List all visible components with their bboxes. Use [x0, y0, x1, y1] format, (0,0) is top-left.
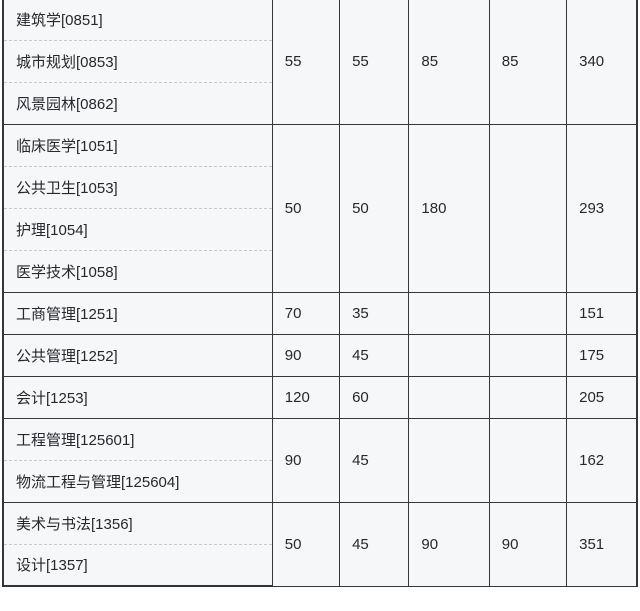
score-cell: 60: [339, 376, 410, 419]
table-row: 医学技术[1058]: [2, 250, 637, 293]
table-row: 工程管理[125601] 90 45 162: [2, 418, 638, 503]
score-cell: [488, 124, 568, 293]
table-row: 公共卫生[1053]: [2, 166, 637, 209]
score-cell: 85: [408, 0, 490, 125]
score-cell: 180: [408, 124, 490, 293]
subject-cell: 医学技术[1058]: [2, 250, 273, 293]
subject-cell: 城市规划[0853]: [2, 40, 273, 83]
score-cell: [408, 376, 490, 419]
score-cell: 90: [408, 502, 490, 587]
score-cell: 162: [566, 418, 638, 503]
subject-cell: 设计[1357]: [2, 544, 273, 587]
score-cell: 175: [566, 334, 638, 377]
table-row: 美术与书法[1356] 50 45 90 90 351: [2, 502, 638, 587]
score-cell: [488, 292, 568, 335]
score-cell: 45: [339, 418, 410, 503]
score-cell: [408, 292, 490, 335]
score-cell: [488, 334, 568, 377]
table-row: 风景园林[0862]: [2, 82, 637, 125]
score-cell: 45: [339, 502, 410, 587]
score-cell: [408, 334, 490, 377]
subject-cell: 公共卫生[1053]: [2, 166, 273, 209]
score-cell: 70: [271, 292, 341, 335]
score-cell: 50: [271, 124, 341, 293]
subject-cell: 临床医学[1051]: [2, 124, 273, 167]
admission-scores-table: 建筑学[0851] 55 55 85 85 340 城市规划[0853] 风景园…: [2, 0, 638, 587]
table-row: 设计[1357]: [2, 544, 637, 587]
score-cell: 293: [566, 124, 638, 293]
score-cell: 351: [566, 502, 638, 587]
score-cell: 50: [339, 124, 410, 293]
table-row: 会计[1253] 120 60 205: [2, 376, 638, 419]
score-cell: 55: [339, 0, 410, 125]
score-cell: [488, 376, 568, 419]
score-cell: 90: [271, 418, 341, 503]
score-cell: 85: [488, 0, 568, 125]
subject-cell: 工程管理[125601]: [2, 418, 273, 461]
subject-cell: 风景园林[0862]: [2, 82, 273, 125]
table-row: 物流工程与管理[125604]: [2, 460, 637, 503]
table-row: 公共管理[1252] 90 45 175: [2, 334, 638, 377]
subject-cell: 建筑学[0851]: [2, 0, 273, 41]
score-cell: 340: [566, 0, 638, 125]
score-cell: 151: [566, 292, 638, 335]
table-row: 护理[1054]: [2, 208, 637, 251]
table-row: 临床医学[1051] 50 50 180 293: [2, 124, 638, 293]
score-cell: [408, 418, 490, 503]
subject-cell: 护理[1054]: [2, 208, 273, 251]
subject-cell: 公共管理[1252]: [2, 334, 273, 377]
subject-cell: 物流工程与管理[125604]: [2, 460, 273, 503]
score-cell: 90: [488, 502, 568, 587]
score-cell: 50: [271, 502, 341, 587]
table-row: 建筑学[0851] 55 55 85 85 340: [2, 0, 638, 125]
score-cell: 90: [271, 334, 341, 377]
score-cell: [488, 418, 568, 503]
subject-cell: 美术与书法[1356]: [2, 502, 273, 545]
score-cell: 35: [339, 292, 410, 335]
subject-cell: 会计[1253]: [2, 376, 273, 419]
table-row: 城市规划[0853]: [2, 40, 637, 83]
subject-cell: 工商管理[1251]: [2, 292, 273, 335]
table-row: 工商管理[1251] 70 35 151: [2, 292, 638, 335]
score-cell: 55: [271, 0, 341, 125]
score-cell: 120: [271, 376, 341, 419]
score-cell: 205: [566, 376, 638, 419]
score-cell: 45: [339, 334, 410, 377]
